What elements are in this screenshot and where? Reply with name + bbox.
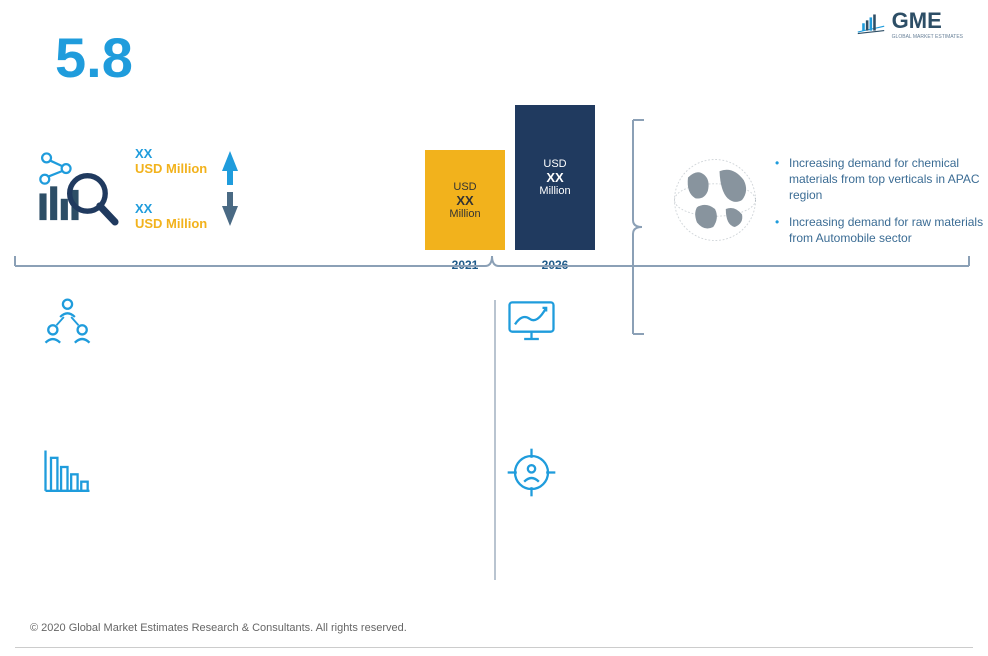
bar-value: XX	[456, 193, 473, 208]
bar-sub-label: Million	[449, 208, 480, 220]
indicator-down-text: XX USD Million	[135, 201, 207, 231]
indicator-down-xx: XX	[135, 201, 207, 216]
copyright: © 2020 Global Market Estimates Research …	[30, 622, 407, 634]
bar: USDXXMillion	[425, 150, 505, 250]
quad-top-left	[30, 295, 494, 445]
bar-top-label: USD	[453, 181, 476, 193]
analytics-block: XX USD Million XX USD Million	[30, 105, 390, 272]
top-row: XX USD Million XX USD Million USDXXMilli…	[30, 105, 958, 272]
indicator-down-label: USD Million	[135, 216, 207, 231]
bar-value: XX	[546, 170, 563, 185]
bar: USDXXMillion	[515, 105, 595, 250]
bar-top-label: USD	[543, 158, 566, 170]
bar-group: USDXXMillion2026	[515, 105, 595, 272]
analytics-magnify-icon	[30, 149, 120, 229]
arrow-up-icon	[222, 151, 238, 171]
logo: GME GLOBAL MARKET ESTIMATES	[856, 8, 963, 40]
indicator-up-text: XX USD Million	[135, 146, 207, 176]
indicator-down: XX USD Million	[135, 201, 238, 231]
globe-icon	[670, 155, 760, 245]
people-network-icon	[40, 295, 95, 350]
indicator-up-label: USD Million	[135, 161, 207, 176]
quad-bottom-left	[30, 445, 494, 595]
quad-top-right	[494, 295, 958, 445]
page-container: GME GLOBAL MARKET ESTIMATES 5.8	[0, 0, 988, 656]
bar-sub-label: Million	[539, 185, 570, 197]
bar-chart: USDXXMillion2021USDXXMillion2026	[400, 105, 620, 272]
logo-text-block: GME GLOBAL MARKET ESTIMATES	[892, 8, 963, 40]
arrow-down-icon	[222, 206, 238, 226]
indicator-up-xx: XX	[135, 146, 207, 161]
bottom-rule	[15, 647, 973, 648]
horizontal-bracket	[12, 252, 972, 272]
bar-down-icon	[40, 445, 95, 500]
indicator-up: XX USD Million	[135, 146, 238, 176]
logo-subtitle: GLOBAL MARKET ESTIMATES	[892, 34, 963, 40]
vertical-divider	[494, 300, 496, 580]
indicators: XX USD Million XX USD Million	[135, 146, 238, 231]
driver-bullet: Increasing demand for raw materials from…	[775, 214, 988, 246]
logo-text: GME	[892, 8, 963, 34]
monitor-trend-icon	[504, 295, 559, 350]
target-user-icon	[504, 445, 559, 500]
drivers-list: Increasing demand for chemical materials…	[775, 155, 988, 256]
driver-bullet: Increasing demand for chemical materials…	[775, 155, 988, 204]
headline-number: 5.8	[55, 25, 958, 90]
drivers-block: Increasing demand for chemical materials…	[670, 155, 988, 256]
quad-bottom-right	[494, 445, 958, 595]
logo-icon	[856, 13, 886, 35]
